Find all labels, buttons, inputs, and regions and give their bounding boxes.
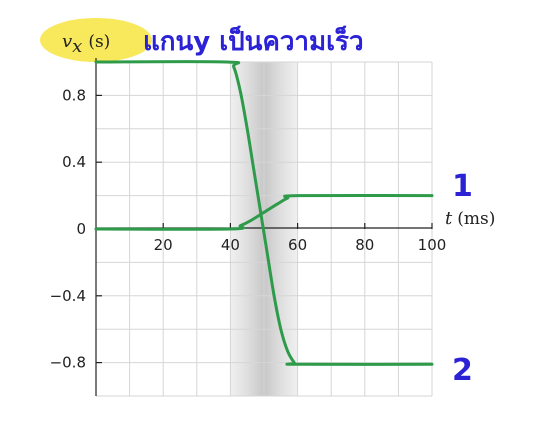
- series-1-label: 1: [452, 169, 473, 204]
- series-line-2: [94, 60, 434, 366]
- y-tick-label: 0.8: [62, 86, 86, 104]
- x-tick-label: 60: [288, 236, 307, 254]
- series-lines: [94, 60, 434, 366]
- highlight-marker: [40, 18, 152, 62]
- x-tick-label: 80: [355, 236, 374, 254]
- x-tick-label: 40: [221, 236, 240, 254]
- tick-labels: 20 40 60 80 100 0.8 0.4 0 −0.4 −0.8: [50, 86, 447, 371]
- y-tick-label: 0: [76, 220, 86, 238]
- handwritten-note: แกนy เป็นความเร็ว: [143, 25, 364, 57]
- x-tick-label: 20: [154, 236, 173, 254]
- series-line-1: [94, 193, 434, 231]
- x-tick-label: 100: [418, 236, 447, 254]
- y-tick-label: 0.4: [62, 153, 86, 171]
- x-axis-title: t (ms): [445, 208, 495, 229]
- series-2-label: 2: [452, 353, 473, 388]
- y-tick-label: −0.4: [50, 287, 86, 305]
- y-axis-title: vx (s): [62, 31, 110, 57]
- y-tick-label: −0.8: [50, 354, 86, 372]
